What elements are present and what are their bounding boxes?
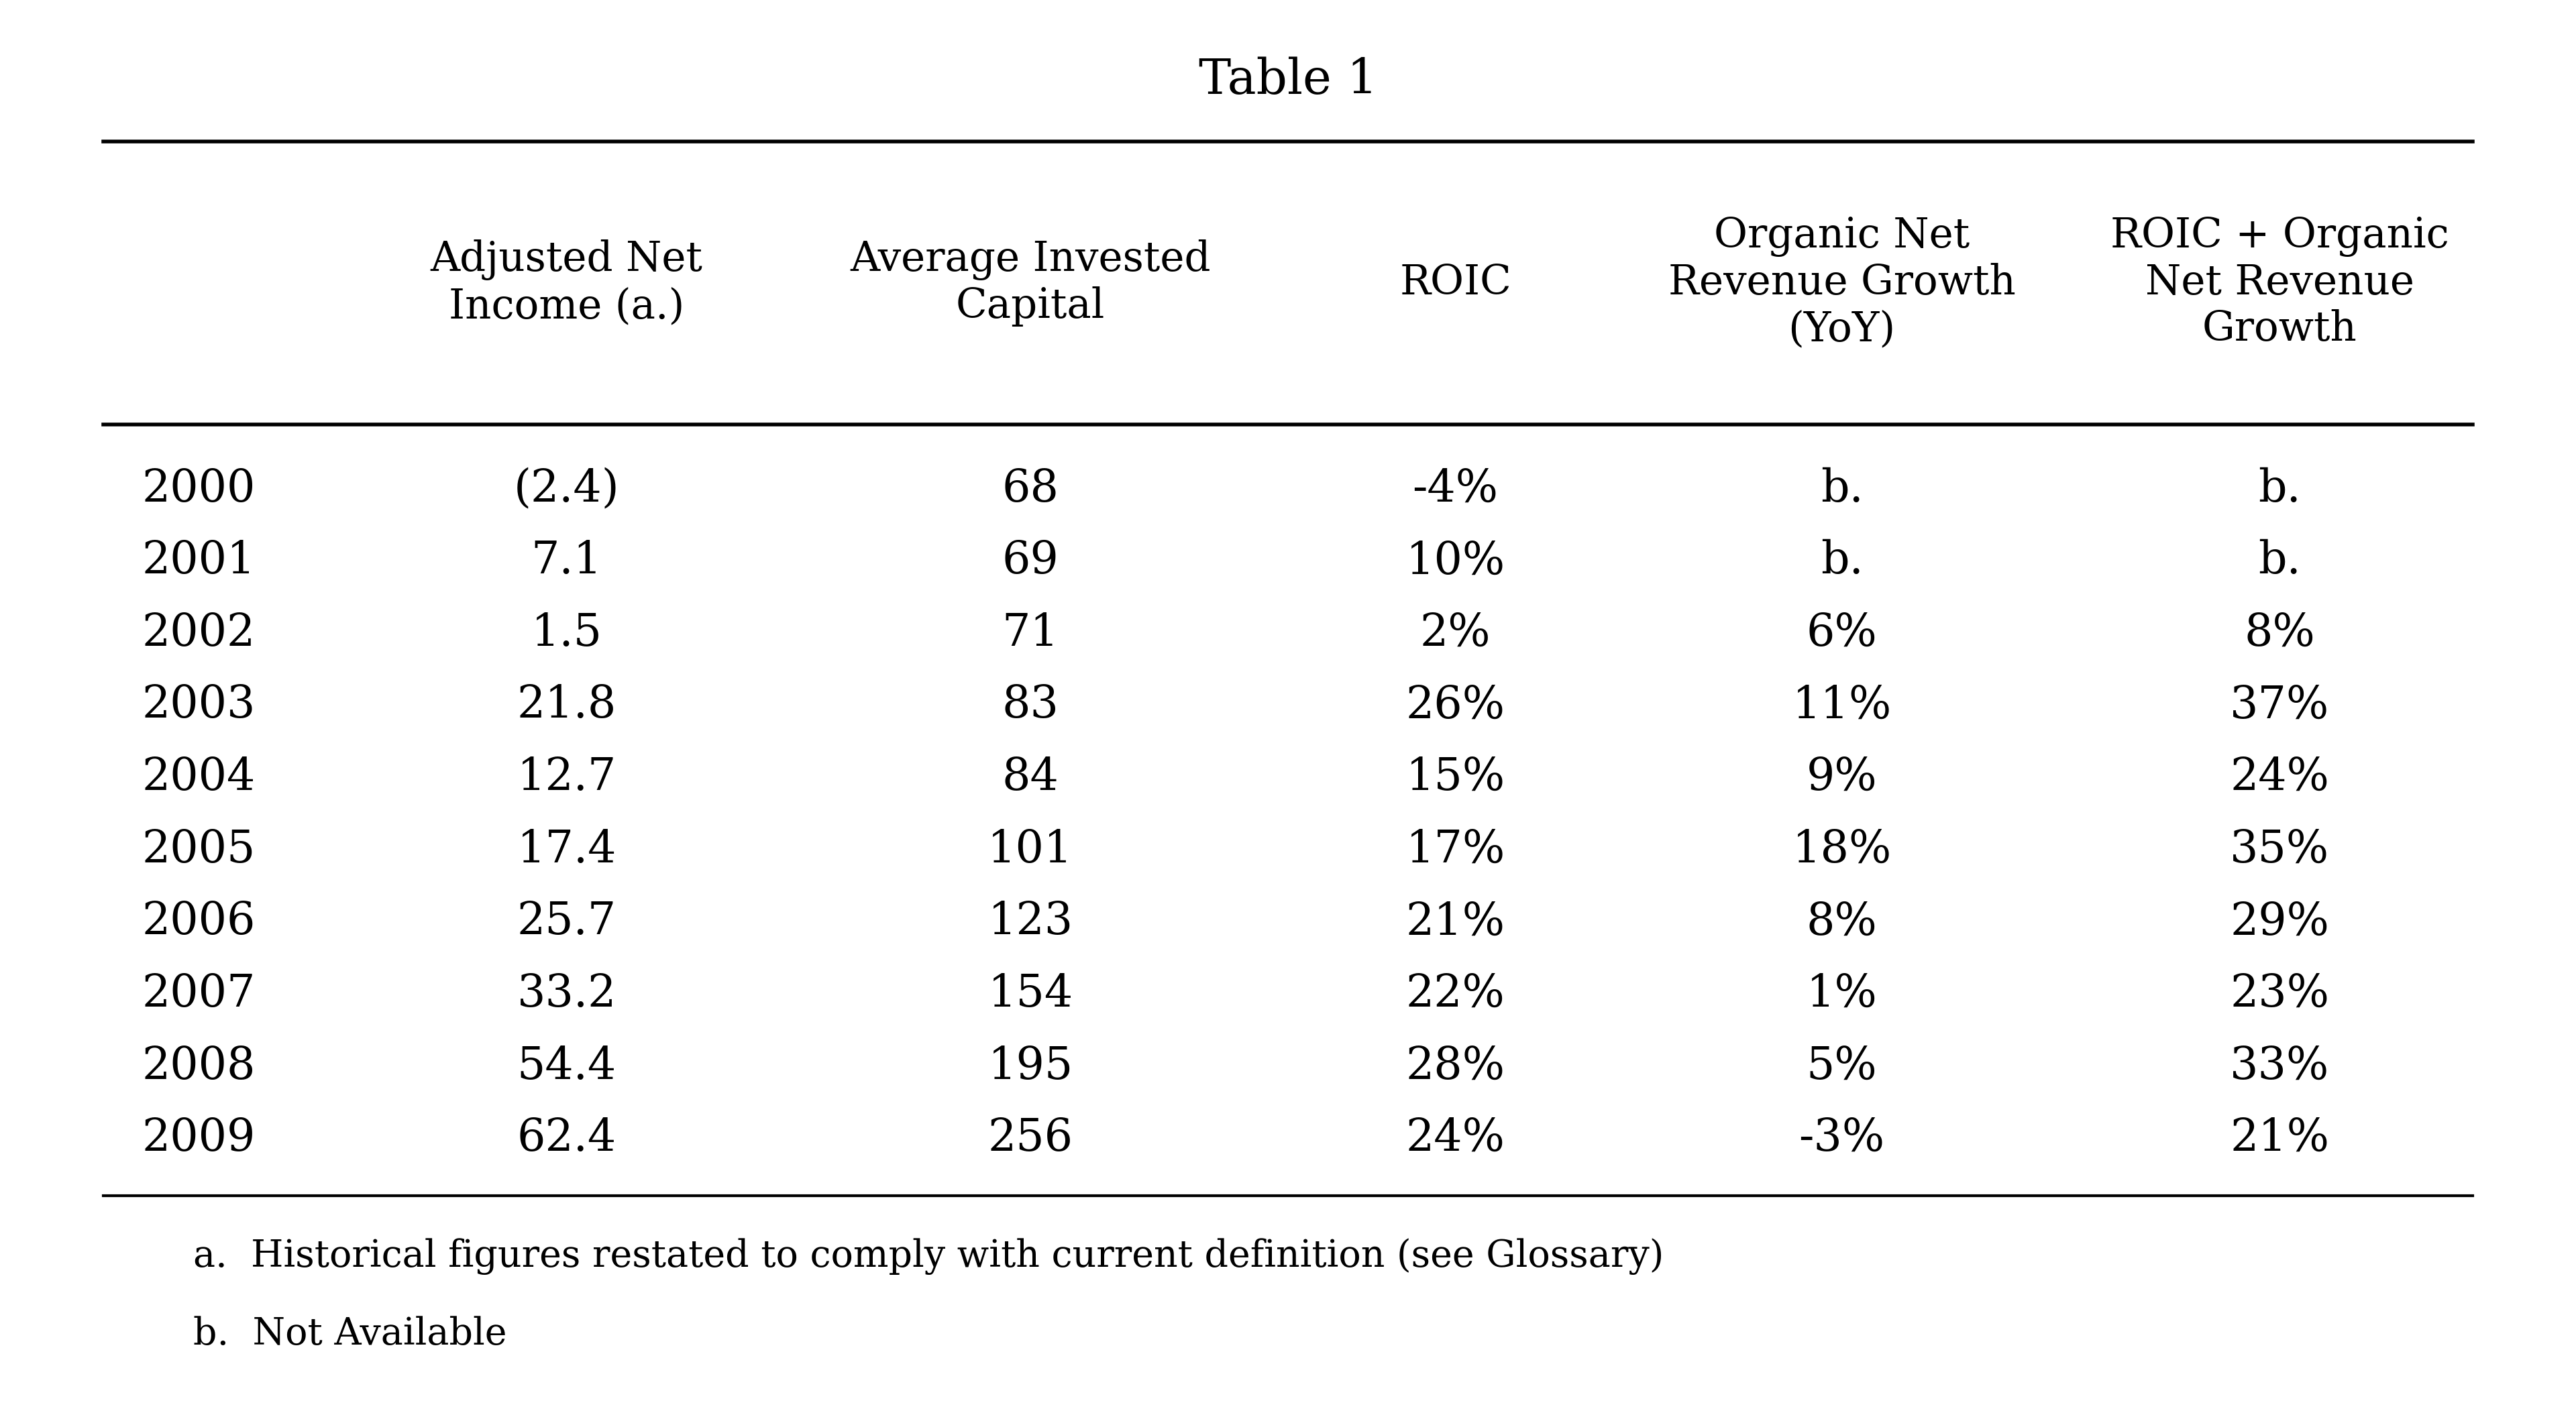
Text: 101: 101 [987,828,1074,872]
Text: 2002: 2002 [142,611,255,655]
Text: 154: 154 [987,972,1074,1016]
Text: 21%: 21% [1406,900,1504,944]
Text: 33%: 33% [2231,1044,2329,1088]
Text: 6%: 6% [1806,611,1878,655]
Text: (2.4): (2.4) [513,467,621,511]
Text: 1%: 1% [1806,972,1878,1016]
Text: ROIC: ROIC [1399,263,1512,303]
Text: Average Invested
Capital: Average Invested Capital [850,239,1211,327]
Text: 9%: 9% [1806,756,1878,799]
Text: 33.2: 33.2 [518,972,616,1016]
Text: 21%: 21% [2231,1116,2329,1160]
Text: 68: 68 [1002,467,1059,511]
Text: 2009: 2009 [142,1116,255,1160]
Text: 10%: 10% [1406,539,1504,583]
Text: 37%: 37% [2231,683,2329,727]
Text: 28%: 28% [1406,1044,1504,1088]
Text: 25.7: 25.7 [518,900,616,944]
Text: Table 1: Table 1 [1198,57,1378,103]
Text: 8%: 8% [1806,900,1878,944]
Text: -4%: -4% [1412,467,1499,511]
Text: -3%: -3% [1798,1116,1886,1160]
Text: 23%: 23% [2231,972,2329,1016]
Text: 69: 69 [1002,539,1059,583]
Text: b.: b. [1821,467,1862,511]
Text: 29%: 29% [2231,900,2329,944]
Text: 2000: 2000 [142,467,255,511]
Text: 123: 123 [987,900,1074,944]
Text: 195: 195 [987,1044,1074,1088]
Text: 7.1: 7.1 [531,539,603,583]
Text: Adjusted Net
Income (a.): Adjusted Net Income (a.) [430,239,703,327]
Text: 11%: 11% [1793,683,1891,727]
Text: 71: 71 [1002,611,1059,655]
Text: 2001: 2001 [142,539,255,583]
Text: 1.5: 1.5 [531,611,603,655]
Text: 12.7: 12.7 [518,756,616,799]
Text: 2005: 2005 [142,828,255,872]
Text: 8%: 8% [2244,611,2316,655]
Text: b.: b. [2259,467,2300,511]
Text: 35%: 35% [2231,828,2329,872]
Text: 2007: 2007 [142,972,255,1016]
Text: 256: 256 [987,1116,1074,1160]
Text: 17%: 17% [1406,828,1504,872]
Text: 26%: 26% [1406,683,1504,727]
Text: 15%: 15% [1406,756,1504,799]
Text: 18%: 18% [1793,828,1891,872]
Text: 54.4: 54.4 [518,1044,616,1088]
Text: 2003: 2003 [142,683,255,727]
Text: Organic Net
Revenue Growth
(YoY): Organic Net Revenue Growth (YoY) [1669,216,2014,350]
Text: b.: b. [1821,539,1862,583]
Text: 2008: 2008 [142,1044,255,1088]
Text: a.  Historical figures restated to comply with current definition (see Glossary): a. Historical figures restated to comply… [193,1238,1664,1275]
Text: 62.4: 62.4 [518,1116,616,1160]
Text: 17.4: 17.4 [518,828,616,872]
Text: 21.8: 21.8 [518,683,616,727]
Text: 83: 83 [1002,683,1059,727]
Text: 2004: 2004 [142,756,255,799]
Text: 24%: 24% [2231,756,2329,799]
Text: 2006: 2006 [142,900,255,944]
Text: 22%: 22% [1406,972,1504,1016]
Text: 5%: 5% [1806,1044,1878,1088]
Text: 84: 84 [1002,756,1059,799]
Text: 2%: 2% [1419,611,1492,655]
Text: b.: b. [2259,539,2300,583]
Text: ROIC + Organic
Net Revenue
Growth: ROIC + Organic Net Revenue Growth [2110,216,2450,350]
Text: b.  Not Available: b. Not Available [193,1316,507,1353]
Text: 24%: 24% [1406,1116,1504,1160]
